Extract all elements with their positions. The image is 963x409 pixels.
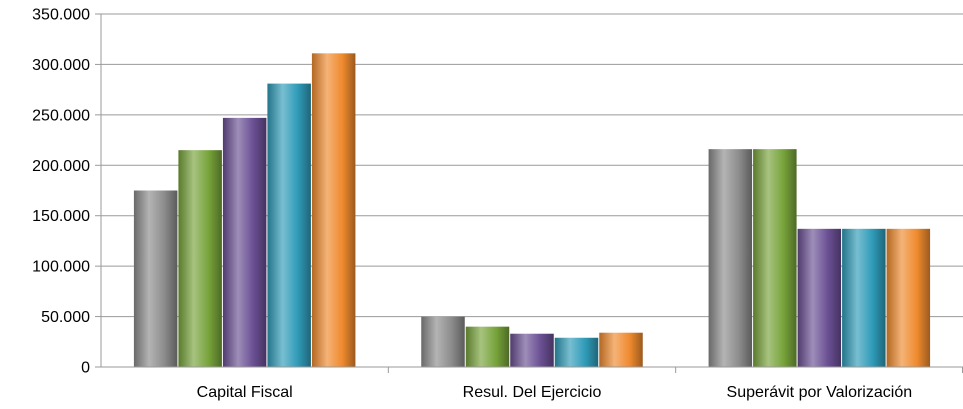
y-tick-label: 250.000	[32, 107, 90, 124]
bar	[599, 332, 643, 367]
bar	[178, 150, 222, 367]
x-tick-label: Resul. Del Ejercicio	[463, 384, 602, 401]
y-tick-label: 0	[81, 360, 90, 377]
y-tick-label: 350.000	[32, 7, 90, 24]
bar	[465, 326, 510, 367]
y-tick-label: 150.000	[32, 208, 90, 225]
bar	[222, 117, 267, 367]
x-tick-label: Superávit por Valorización	[727, 384, 913, 401]
bar	[311, 53, 356, 367]
y-tick-label: 300.000	[32, 57, 90, 74]
bar	[753, 149, 797, 367]
bar	[797, 228, 842, 367]
labels: 0 50.000 100.000 150.000 200.000 250.000 300.0…	[32, 7, 912, 402]
y-tick-label: 50.000	[41, 309, 90, 326]
bar	[886, 228, 931, 367]
y-tick-label: 100.000	[32, 259, 90, 276]
bar	[842, 228, 886, 367]
bar	[510, 333, 554, 367]
bar	[133, 190, 178, 367]
bar	[267, 83, 311, 367]
x-tick-label: Capital Fiscal	[197, 384, 293, 401]
y-tick-label: 200.000	[32, 158, 90, 175]
axes	[95, 13, 963, 373]
bar	[421, 316, 465, 367]
bar	[554, 337, 599, 367]
bar	[708, 149, 753, 367]
bars	[133, 53, 931, 367]
